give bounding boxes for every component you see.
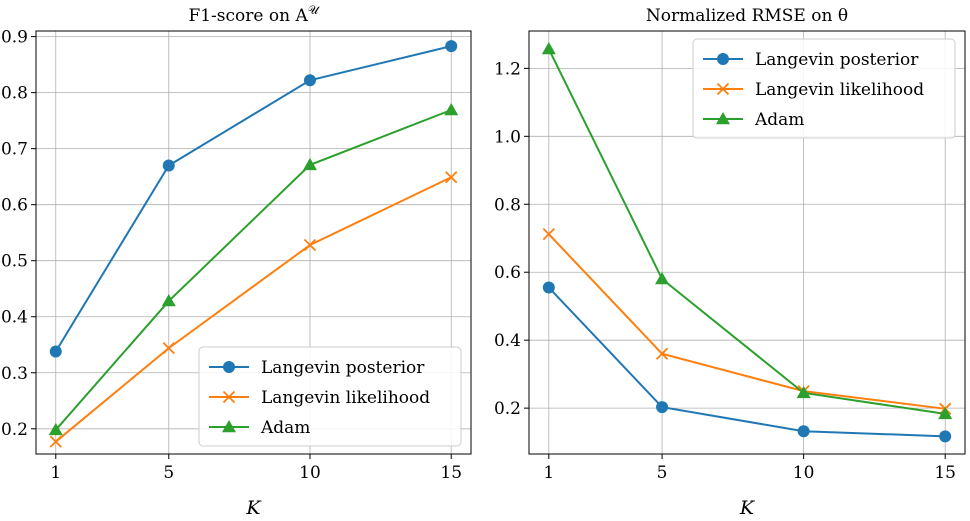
- y-tick-label: 0.6: [494, 263, 521, 283]
- legend-label: Langevin posterior: [755, 50, 919, 70]
- legend-item: Langevin likelihood: [703, 80, 924, 100]
- legend-item: Langevin posterior: [703, 50, 919, 70]
- x-tick-label: 15: [440, 463, 462, 483]
- chart-title: Normalized RMSE on θ: [646, 6, 848, 26]
- y-tick-label: 0.4: [1, 308, 28, 328]
- legend-marker: [716, 112, 730, 125]
- series-line: [548, 286, 946, 438]
- data-point: [938, 406, 953, 420]
- data-point: [656, 401, 669, 414]
- legend-label: Langevin posterior: [261, 358, 425, 378]
- x-tick-label: 10: [299, 463, 321, 483]
- series-line: [55, 109, 452, 431]
- data-point: [445, 171, 458, 184]
- series-adam: [541, 42, 953, 420]
- data-point: [444, 102, 459, 116]
- legend: Langevin posterior Langevin likelihood Ada…: [692, 38, 956, 139]
- y-tick-label: 0.8: [1, 84, 28, 104]
- data-point: [49, 435, 62, 448]
- legend-marker: [222, 420, 236, 433]
- series-langevin-likelihood: [542, 228, 952, 415]
- legend-label: Langevin likelihood: [755, 80, 924, 100]
- data-point: [797, 425, 810, 438]
- y-tick-label: 0.2: [1, 420, 28, 440]
- legend-label: Adam: [754, 110, 804, 130]
- legend-frame: [198, 346, 462, 447]
- legend-marker: [222, 390, 236, 404]
- data-point: [541, 42, 556, 55]
- legend-label: Adam: [260, 418, 310, 438]
- y-tick-label: 0.4: [494, 331, 521, 351]
- data-point: [939, 430, 952, 443]
- series-line: [547, 48, 946, 415]
- legend-label: Langevin likelihood: [261, 388, 430, 408]
- data-point: [796, 385, 811, 399]
- data-point: [162, 341, 175, 355]
- y-tick-label: 1.0: [494, 127, 521, 147]
- legend-frame: [692, 38, 956, 139]
- data-point: [542, 228, 555, 241]
- y-tick-label: 0.2: [494, 399, 521, 419]
- series-line: [54, 45, 452, 352]
- series-langevin-posterior: [542, 281, 952, 443]
- data-point: [655, 272, 670, 285]
- data-point: [161, 294, 176, 307]
- legend: Langevin posterior Langevin likelihood Ada…: [198, 346, 462, 447]
- data-point: [48, 422, 63, 436]
- chart-title: F1-score on A𝒰: [188, 3, 320, 26]
- data-point: [303, 74, 316, 87]
- x-tick-label: 5: [163, 463, 174, 483]
- y-tick-label: 0.6: [1, 196, 28, 216]
- data-point: [655, 347, 669, 360]
- legend-marker: [716, 82, 730, 96]
- legend-item: Adam: [209, 418, 310, 438]
- data-point: [303, 238, 317, 252]
- x-tick-label: 1: [50, 463, 61, 483]
- y-tick-label: 0.9: [1, 28, 28, 48]
- plot-frame: [35, 30, 472, 455]
- x-tick-label: 15: [934, 463, 956, 483]
- legend-marker: [717, 53, 729, 65]
- data-point: [49, 345, 62, 358]
- series-langevin-likelihood: [49, 171, 458, 448]
- legend-item: Langevin likelihood: [209, 388, 430, 408]
- legend-marker: [223, 361, 235, 373]
- y-tick-label: 0.7: [1, 140, 28, 160]
- x-axis-label: K: [245, 497, 262, 519]
- legend-item: Adam: [703, 110, 804, 130]
- y-tick-label: 0.5: [1, 252, 28, 272]
- f1-score-panel: 1 5 10 150.20.30.40.50.60.70.80.9 F1-score …: [1, 3, 472, 519]
- series-adam: [48, 102, 459, 436]
- legend-item: Langevin posterior: [209, 358, 425, 378]
- plot-frame: [528, 30, 966, 455]
- rmse-panel: 1 5 10 150.20.40.60.81.01.2 Normalized RMSE…: [494, 6, 966, 519]
- series-line: [55, 176, 452, 443]
- series-line: [548, 233, 946, 410]
- y-tick-label: 0.3: [1, 364, 28, 384]
- data-point: [542, 281, 555, 294]
- x-axis-label: K: [739, 497, 756, 519]
- data-point: [302, 157, 317, 171]
- y-tick-label: 0.8: [494, 195, 521, 215]
- x-tick-label: 1: [543, 463, 554, 483]
- data-point: [162, 159, 175, 172]
- y-tick-label: 1.2: [494, 59, 521, 79]
- data-point: [445, 40, 458, 53]
- x-tick-label: 10: [793, 463, 815, 483]
- x-tick-label: 5: [657, 463, 668, 483]
- series-langevin-posterior: [49, 40, 458, 358]
